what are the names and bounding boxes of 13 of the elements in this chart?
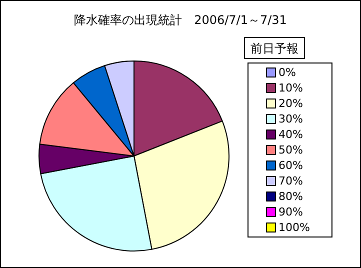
legend-label: 40% [278, 128, 303, 141]
legend-title: 前日予報 [250, 42, 298, 56]
legend-label: 30% [278, 112, 303, 126]
legend-label: 70% [278, 174, 303, 188]
legend-label: 50% [278, 144, 303, 156]
legend-label: 90% [278, 206, 303, 218]
legend-label: 0% [278, 66, 296, 79]
legend-label: 10% [278, 82, 303, 94]
chart-title: 降水確率の出現統計 2006/7/1～7/31 [74, 13, 287, 27]
legend-label: 20% [278, 97, 303, 110]
legend-label: 80% [278, 190, 303, 203]
legend-label: 60% [278, 159, 303, 172]
legend-label: 100% [278, 221, 310, 234]
